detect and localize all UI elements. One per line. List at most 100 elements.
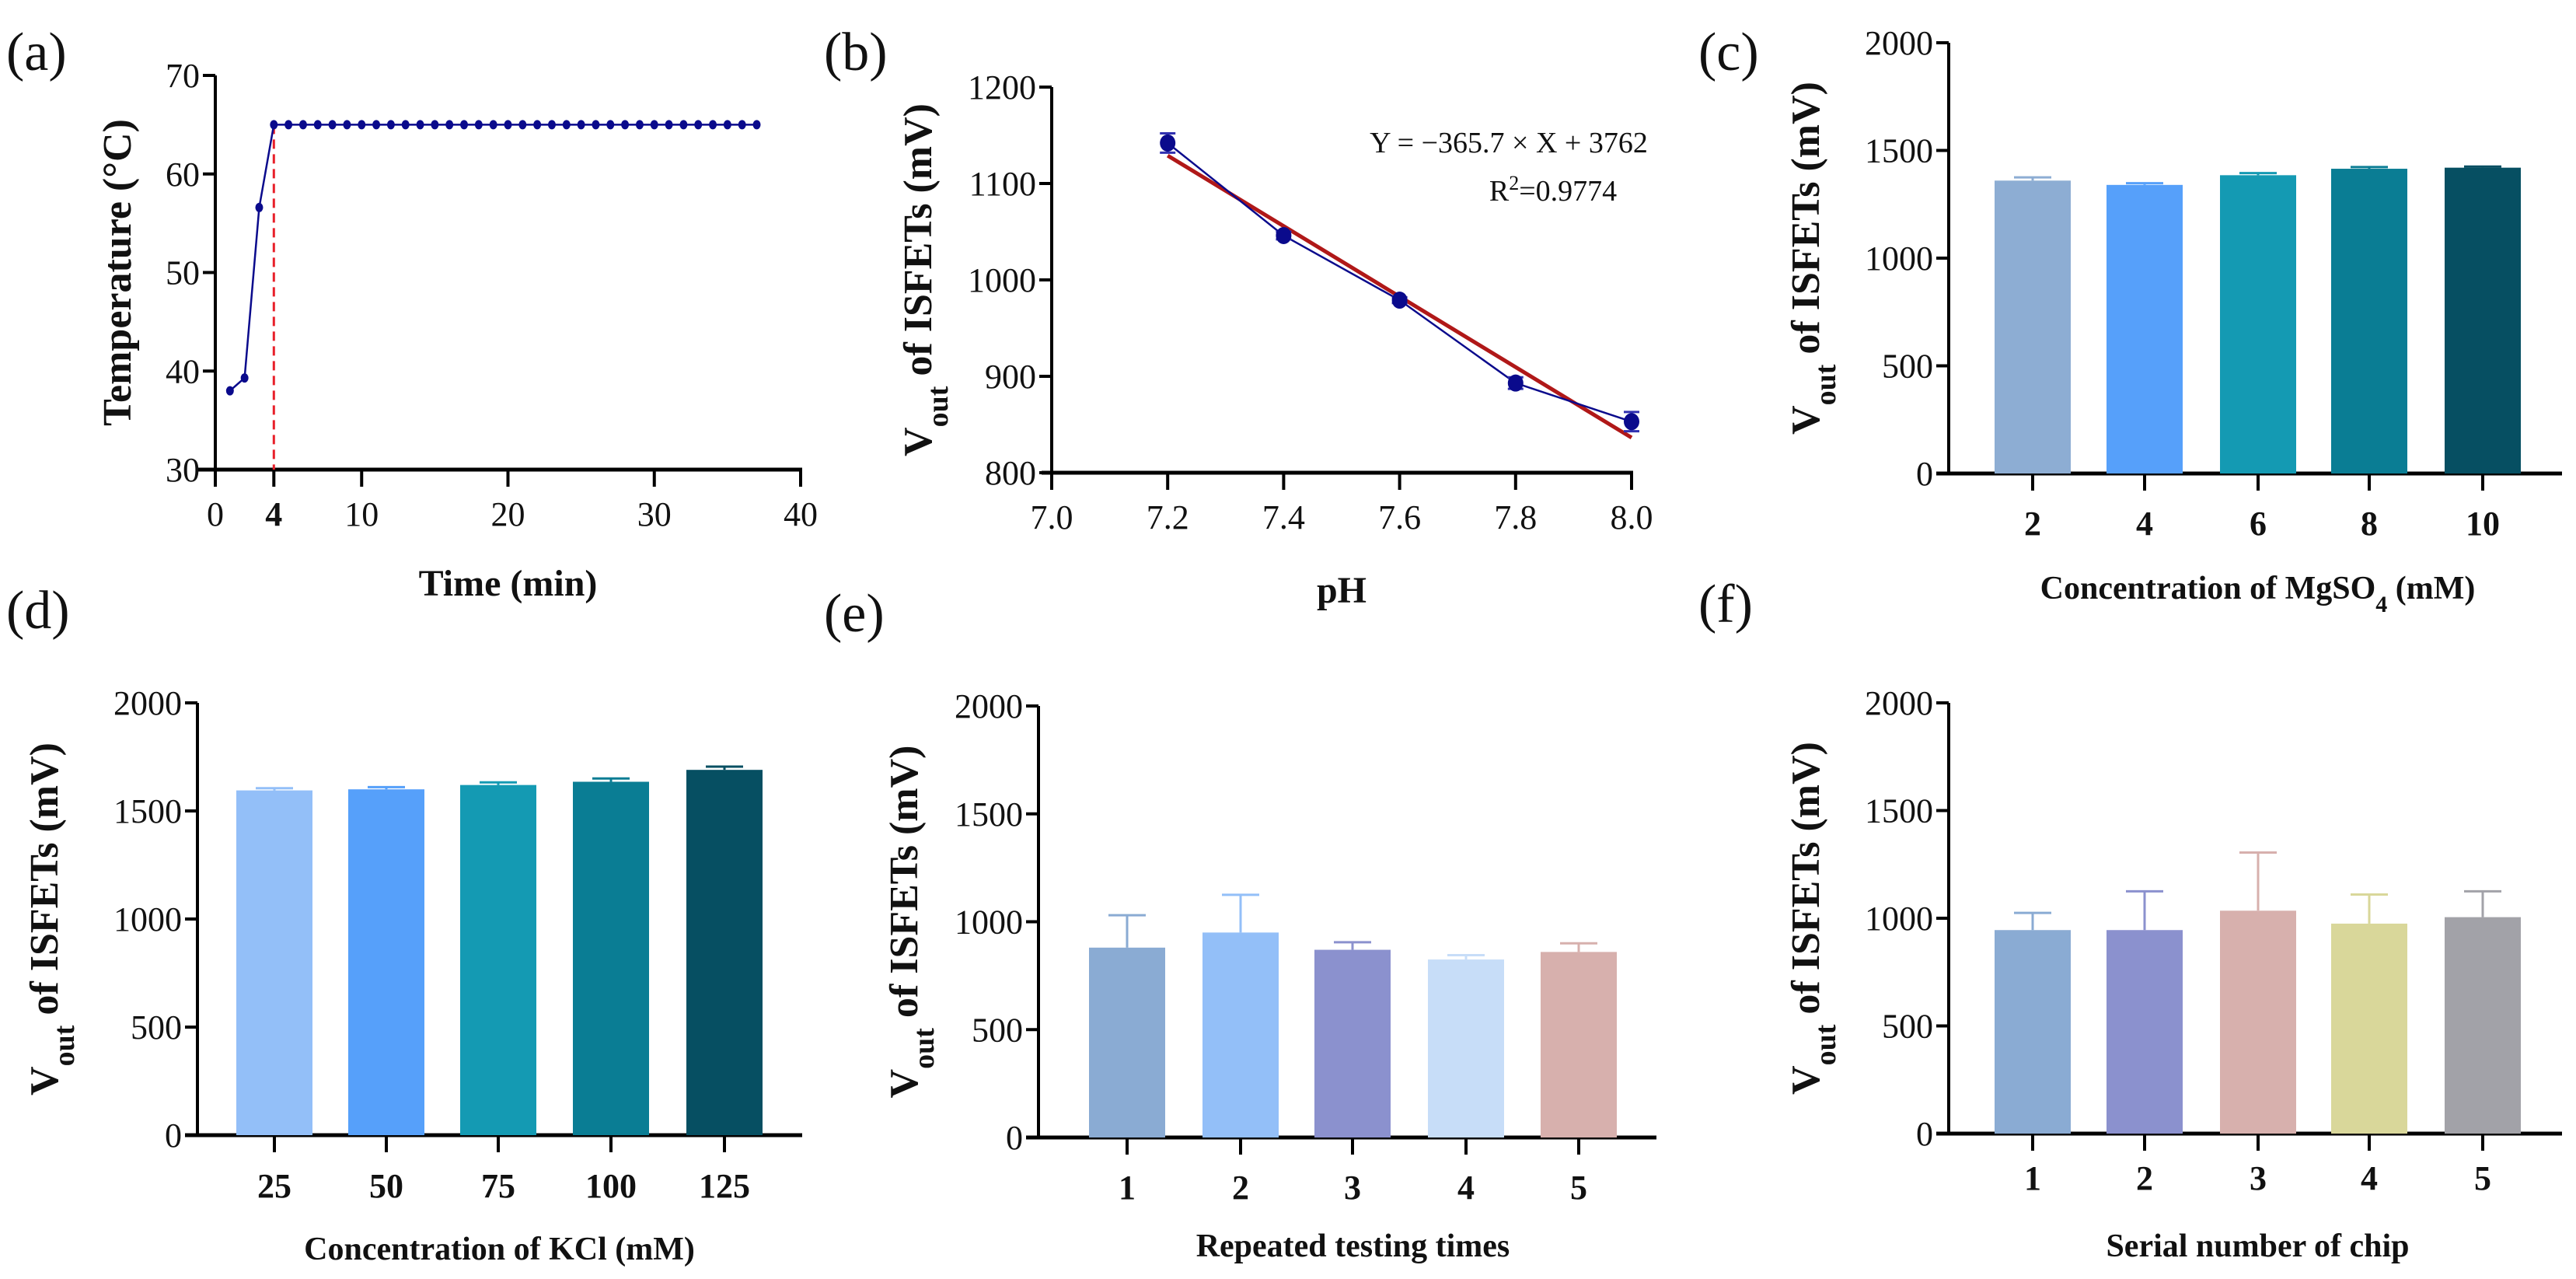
y-tick-label: 1500 xyxy=(955,795,1023,833)
y-label-main: V xyxy=(1784,405,1828,435)
y-tick-label: 1000 xyxy=(113,900,182,938)
x-tick-label: 3 xyxy=(1344,1169,1361,1207)
bar xyxy=(2107,184,2183,474)
y-label-rest: of ISFETs (mV) xyxy=(1784,742,1828,1025)
y-tick-label: 1000 xyxy=(968,261,1036,299)
x-tick-label: 40 xyxy=(784,495,818,533)
data-point xyxy=(606,120,615,130)
x-axis-label: pH xyxy=(1317,570,1367,611)
bar xyxy=(686,770,763,1135)
panel-b: (b) 800 900 1000 1100 1200 Vout of ISFETs (mV)… xyxy=(824,23,1653,611)
y-label-rest: of ISFETs (mV) xyxy=(896,103,941,386)
data-point xyxy=(460,120,469,130)
x-tick-label: 3 xyxy=(2250,1159,2267,1197)
y-tick-label: 0 xyxy=(165,1117,182,1155)
data-point xyxy=(1507,374,1524,392)
x-axis-label: Serial number of chip xyxy=(2106,1228,2409,1264)
bar xyxy=(1202,932,1279,1137)
x-label-rest: (mM) xyxy=(2387,571,2475,606)
bar xyxy=(1314,949,1391,1137)
y-tick-label: 2000 xyxy=(955,687,1023,725)
y-label-subscript: out xyxy=(48,1025,81,1066)
y-axis-label: Vout of ISFETs (mV) xyxy=(23,743,81,1096)
data-point xyxy=(225,386,234,396)
x-tick-label: 1 xyxy=(1119,1169,1136,1207)
x-tick-label: 125 xyxy=(699,1167,750,1205)
x-label-main: Concentration of MgSO xyxy=(2040,571,2376,606)
data-point xyxy=(445,120,454,130)
y-axis-label: Vout of ISFETs (mV) xyxy=(1784,82,1842,435)
data-point xyxy=(474,120,483,130)
y-axis-label: Vout of ISFETs (mV) xyxy=(1784,742,1842,1095)
x-tick-label: 50 xyxy=(369,1167,403,1205)
data-point xyxy=(679,120,688,130)
data-point xyxy=(1160,134,1176,152)
data-point xyxy=(752,120,761,130)
panel-c: (c) 0 500 1000 1500 2000 Vout of ISFETs (mV) 2 4… xyxy=(1698,23,2562,617)
bar xyxy=(2331,923,2407,1134)
y-tick-label: 30 xyxy=(166,451,200,489)
y-tick-label: 1100 xyxy=(969,165,1036,203)
y-axis-label: Temperature (°C) xyxy=(96,119,140,426)
y-label-main: V xyxy=(23,1066,67,1096)
x-tick-label: 2 xyxy=(2136,1159,2153,1197)
x-tick-label: 2 xyxy=(2024,505,2041,543)
r-superscript: 2 xyxy=(1509,172,1519,194)
x-tick-label: 10 xyxy=(2466,505,2500,543)
data-point xyxy=(328,120,337,130)
data-point xyxy=(489,120,497,130)
y-tick-label: 0 xyxy=(1006,1119,1023,1157)
y-label-subscript: out xyxy=(908,1028,941,1069)
x-tick-label: 30 xyxy=(637,495,672,533)
bar xyxy=(2107,930,2183,1134)
data-point xyxy=(1391,292,1408,309)
y-label-rest: of ISFETs (mV) xyxy=(882,746,927,1029)
data-point xyxy=(621,120,630,130)
y-tick-label: 40 xyxy=(166,352,200,390)
data-point xyxy=(343,120,351,130)
bar xyxy=(236,790,312,1135)
x-tick-label: 75 xyxy=(481,1167,515,1205)
x-tick-label: 5 xyxy=(1570,1169,1587,1207)
x-tick-label: 0 xyxy=(207,495,224,533)
data-point xyxy=(650,120,658,130)
data-point xyxy=(533,120,542,130)
bar xyxy=(1428,959,1504,1137)
x-axis-label: Repeated testing times xyxy=(1196,1228,1510,1264)
y-tick-label: 500 xyxy=(972,1011,1023,1049)
y-tick-label: 1500 xyxy=(113,792,182,830)
y-tick-label: 500 xyxy=(1882,348,1933,386)
data-point xyxy=(577,120,585,130)
data-point xyxy=(401,120,410,130)
x-tick-label: 8.0 xyxy=(1611,498,1653,536)
x-label-subscript: 4 xyxy=(2375,592,2387,617)
y-tick-label: 1000 xyxy=(1865,239,1933,278)
data-point xyxy=(284,120,293,130)
panel-label: (e) xyxy=(824,584,885,644)
data-point xyxy=(547,120,556,130)
y-label-main: V xyxy=(896,427,941,456)
x-tick-label: 4 xyxy=(2361,1159,2378,1197)
series-line xyxy=(229,124,757,392)
data-point xyxy=(255,202,264,212)
r-label: R xyxy=(1489,175,1510,208)
data-point xyxy=(562,120,571,130)
y-tick-label: 2000 xyxy=(1865,24,1933,62)
data-point xyxy=(723,120,731,130)
x-tick-label: 4 xyxy=(2136,505,2153,543)
data-point xyxy=(431,120,439,130)
x-axis-label: Time (min) xyxy=(419,563,598,604)
x-axis-label: Concentration of KCl (mM) xyxy=(304,1232,695,1267)
panel-f: (f) 0 500 1000 1500 2000 Vout of ISFETs (mV) 1 2… xyxy=(1698,575,2562,1264)
y-tick-label: 50 xyxy=(166,254,200,292)
data-point xyxy=(504,120,512,130)
y-tick-label: 900 xyxy=(985,358,1036,396)
panel-label: (b) xyxy=(824,23,888,82)
x-tick-label: 5 xyxy=(2474,1159,2491,1197)
y-tick-label: 1500 xyxy=(1865,132,1933,170)
data-point xyxy=(270,120,278,130)
data-point xyxy=(386,120,395,130)
y-tick-label: 1200 xyxy=(968,68,1036,107)
x-tick-label: 100 xyxy=(585,1167,637,1205)
x-tick-label: 7.0 xyxy=(1031,498,1073,536)
